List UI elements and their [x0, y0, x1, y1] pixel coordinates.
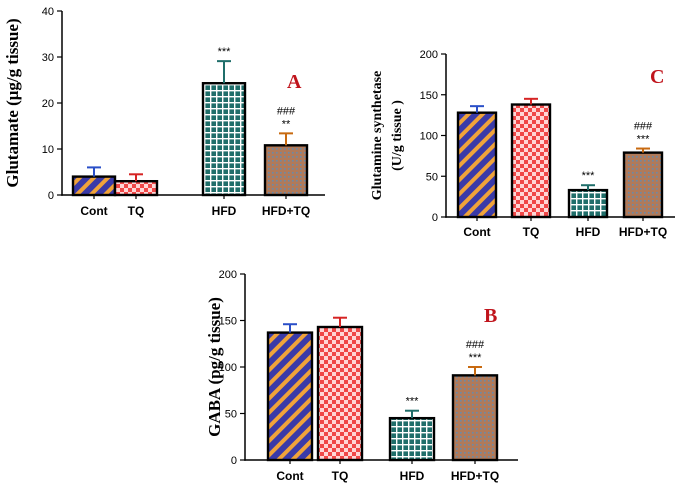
- y-axis-title: (U/g tissue ): [390, 100, 405, 171]
- y-tick-label: 50: [225, 409, 237, 421]
- panel-a-glutamate: Cont TQ *** HFD **### HFD+TQ 0 10 20 30 40 Glutamat…: [3, 6, 325, 218]
- y-tick-label: 100: [420, 131, 438, 143]
- significance-label: ***: [469, 352, 483, 364]
- y-tick-label: 40: [42, 6, 54, 18]
- bar-cont: [456, 111, 498, 219]
- y-tick-label: 100: [219, 362, 237, 374]
- error-bar-cont: [470, 105, 484, 113]
- bar-hfd: [201, 82, 247, 197]
- significance-label: **: [282, 118, 291, 130]
- y-axis-title: GABA (pg/g tissue): [205, 297, 224, 437]
- panel-c-glutamine-synthetase: Cont TQ***HFD***###HFD+TQ050100150200Glut…: [370, 49, 675, 239]
- y-tick-label: 0: [48, 190, 54, 202]
- error-bar-hfd-tq: [279, 132, 293, 146]
- error-bar-hfd-tq: [468, 366, 482, 376]
- bar-hfd-tq: [622, 151, 664, 219]
- y-axis-title: Glutamine synthetase: [370, 71, 385, 201]
- significance-label: ###: [277, 105, 296, 117]
- bar-cont: [71, 175, 117, 197]
- x-tick-label-hfd-tq: HFD+TQ: [451, 469, 499, 483]
- x-tick-label-tq: TQ: [128, 204, 145, 218]
- error-bar-tq: [524, 97, 538, 105]
- y-tick-label: 200: [219, 269, 237, 281]
- panel-letter: A: [287, 71, 302, 93]
- x-tick-label-hfd: HFD: [400, 469, 425, 483]
- y-tick-label: 50: [426, 171, 438, 183]
- error-bar-cont: [87, 166, 101, 177]
- bar-tq: [113, 179, 159, 197]
- x-tick-label-tq: TQ: [523, 225, 540, 239]
- significance-label: ***: [637, 134, 651, 146]
- error-bar-tq: [333, 316, 347, 328]
- significance-label: ###: [634, 121, 653, 133]
- x-tick-label-cont: Cont: [463, 225, 490, 239]
- error-bar-tq: [129, 173, 143, 182]
- x-tick-label-hfd: HFD: [212, 204, 237, 218]
- panel-letter: B: [484, 305, 497, 327]
- x-tick-label-cont: Cont: [276, 469, 303, 483]
- error-bar-hfd-tq: [636, 147, 650, 153]
- bar-tq: [510, 103, 552, 219]
- y-tick-label: 0: [231, 455, 237, 467]
- y-tick-label: 150: [219, 316, 237, 328]
- panel-letter: C: [650, 66, 664, 88]
- error-bar-hfd: [217, 60, 231, 84]
- y-tick-label: 200: [420, 49, 438, 61]
- error-bar-cont: [283, 323, 297, 333]
- y-tick-label: 20: [42, 98, 54, 110]
- y-axis-title: Glutamate (μg/g tissue): [3, 18, 22, 187]
- x-tick-label-tq: TQ: [332, 469, 349, 483]
- x-tick-label-hfd-tq: HFD+TQ: [262, 204, 310, 218]
- y-tick-label: 0: [432, 212, 438, 224]
- x-tick-label-hfd-tq: HFD+TQ: [619, 225, 667, 239]
- bar-hfd: [388, 416, 436, 462]
- significance-label: ###: [466, 339, 485, 351]
- x-tick-label-cont: Cont: [80, 204, 107, 218]
- bar-tq: [316, 325, 364, 462]
- bar-hfd-tq: [451, 374, 499, 462]
- significance-label: ***: [582, 170, 596, 182]
- bar-cont: [266, 331, 314, 462]
- y-tick-label: 30: [42, 52, 54, 64]
- error-bar-hfd: [405, 409, 419, 419]
- y-tick-label: 150: [420, 90, 438, 102]
- significance-label: ***: [406, 396, 420, 408]
- significance-label: ***: [218, 46, 232, 58]
- bar-hfd-tq: [263, 144, 309, 197]
- bar-hfd: [567, 188, 609, 219]
- x-tick-label-hfd: HFD: [576, 225, 601, 239]
- panel-b-gaba: Cont TQ***HFD***###HFD+TQ050100150200GABA…: [205, 269, 518, 483]
- y-tick-label: 10: [42, 144, 54, 156]
- error-bar-hfd: [581, 184, 595, 191]
